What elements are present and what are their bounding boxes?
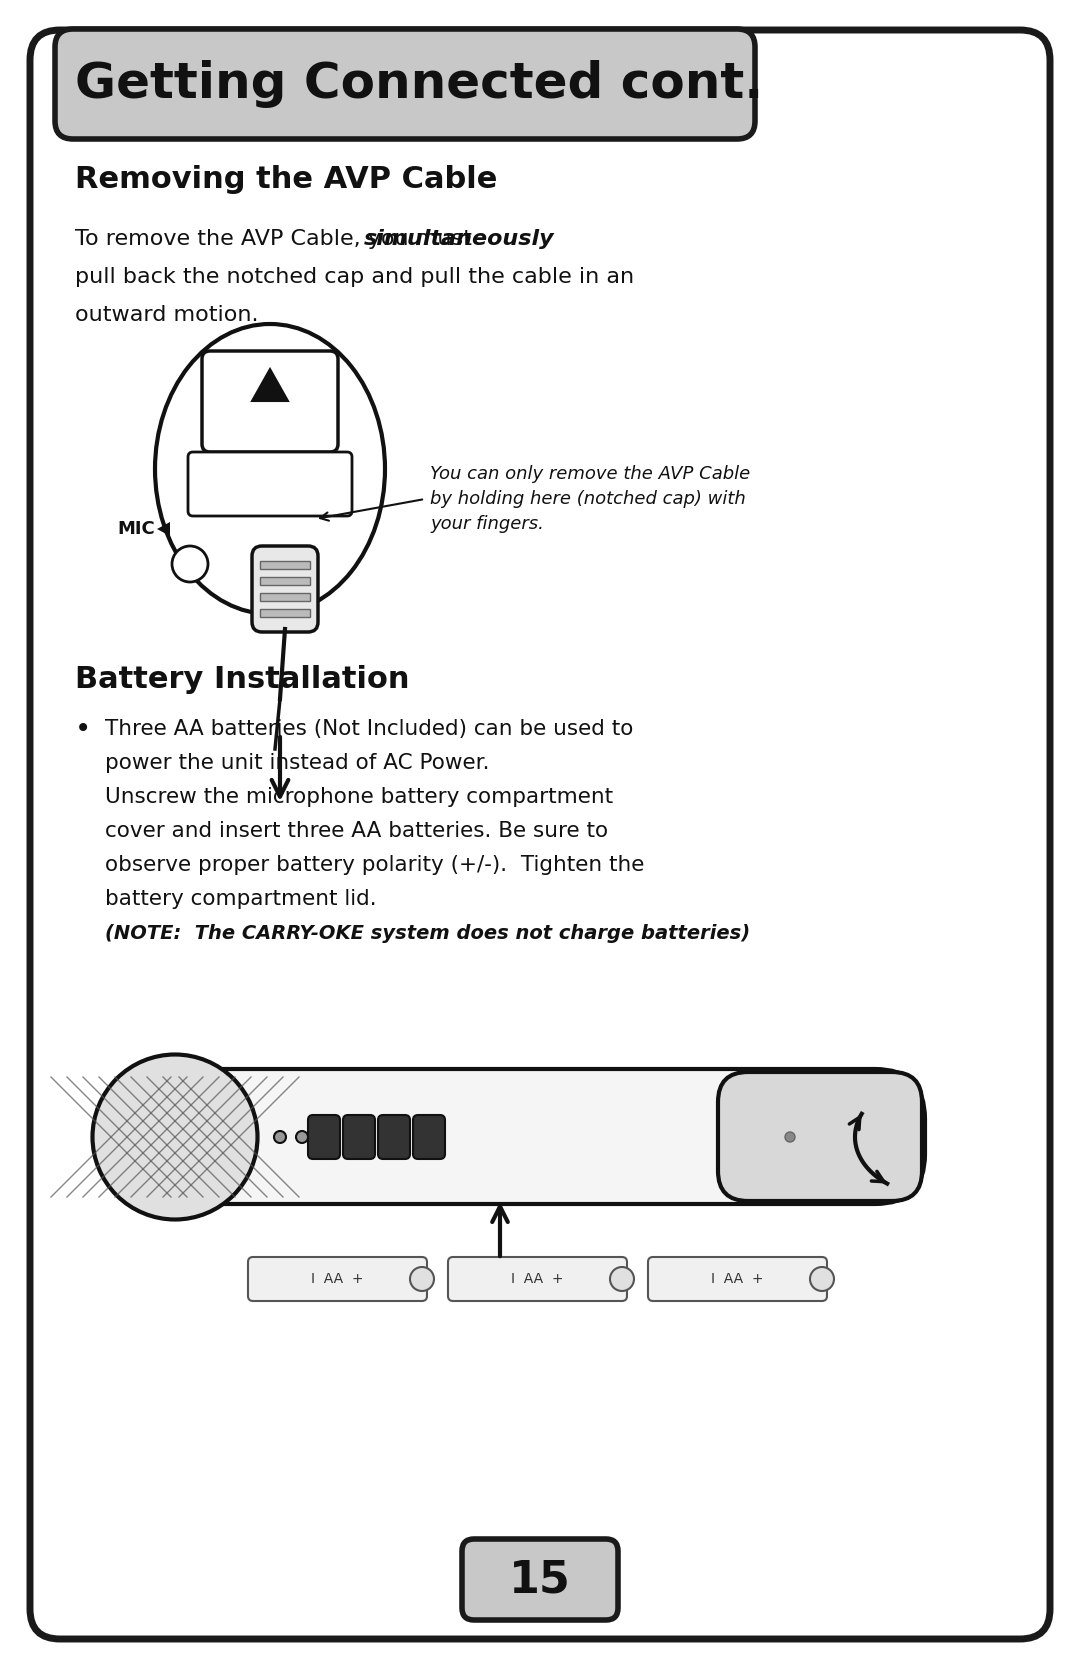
Circle shape [810,1267,834,1292]
Circle shape [410,1267,434,1292]
Bar [260,577,310,586]
FancyBboxPatch shape [248,1257,427,1302]
Circle shape [785,1132,795,1142]
Bar [260,609,310,618]
Text: Removing the AVP Cable: Removing the AVP Cable [75,165,498,194]
FancyBboxPatch shape [252,546,318,633]
FancyBboxPatch shape [308,1115,340,1158]
Text: battery compartment lid.: battery compartment lid. [105,890,377,910]
Circle shape [296,1132,308,1143]
Bar [260,592,310,601]
Circle shape [610,1267,634,1292]
Circle shape [274,1132,286,1143]
Text: I  AA  +: I AA + [311,1272,363,1287]
Text: Unscrew the microphone battery compartment: Unscrew the microphone battery compartme… [105,788,613,808]
Text: I  AA  +: I AA + [711,1272,764,1287]
Text: pull back the notched cap and pull the cable in an: pull back the notched cap and pull the c… [75,267,634,287]
Text: Getting Connected cont.: Getting Connected cont. [75,60,764,108]
Text: MIC: MIC [118,521,156,537]
Text: outward motion.: outward motion. [75,305,258,325]
Text: To remove the AVP Cable, you must: To remove the AVP Cable, you must [75,229,480,249]
FancyBboxPatch shape [462,1539,618,1621]
FancyBboxPatch shape [718,1071,922,1202]
FancyBboxPatch shape [413,1115,445,1158]
Text: You can only remove the AVP Cable
by holding here (notched cap) with
your finger: You can only remove the AVP Cable by hol… [430,466,751,532]
FancyBboxPatch shape [165,1070,924,1203]
FancyBboxPatch shape [202,350,338,452]
Text: observe proper battery polarity (+/-).  Tighten the: observe proper battery polarity (+/-). T… [105,855,645,875]
FancyBboxPatch shape [188,452,352,516]
Bar [260,561,310,569]
FancyBboxPatch shape [30,30,1050,1639]
FancyBboxPatch shape [378,1115,410,1158]
Text: Three AA batteries (Not Included) can be used to: Three AA batteries (Not Included) can be… [105,719,633,739]
Text: simultaneously: simultaneously [364,229,555,249]
Text: (NOTE:  The CARRY-OKE system does not charge batteries): (NOTE: The CARRY-OKE system does not cha… [105,923,751,943]
Text: power the unit instead of AC Power.: power the unit instead of AC Power. [105,753,489,773]
FancyBboxPatch shape [55,28,755,139]
FancyBboxPatch shape [343,1115,375,1158]
Ellipse shape [156,324,384,614]
Circle shape [172,546,208,582]
Text: I  AA  +: I AA + [511,1272,564,1287]
Text: 15: 15 [509,1559,571,1602]
FancyBboxPatch shape [648,1257,827,1302]
Polygon shape [157,522,170,536]
Text: Battery Installation: Battery Installation [75,664,409,694]
Text: •: • [75,714,91,743]
Ellipse shape [93,1055,257,1220]
Text: cover and insert three AA batteries. Be sure to: cover and insert three AA batteries. Be … [105,821,608,841]
FancyBboxPatch shape [448,1257,627,1302]
Polygon shape [252,369,288,401]
